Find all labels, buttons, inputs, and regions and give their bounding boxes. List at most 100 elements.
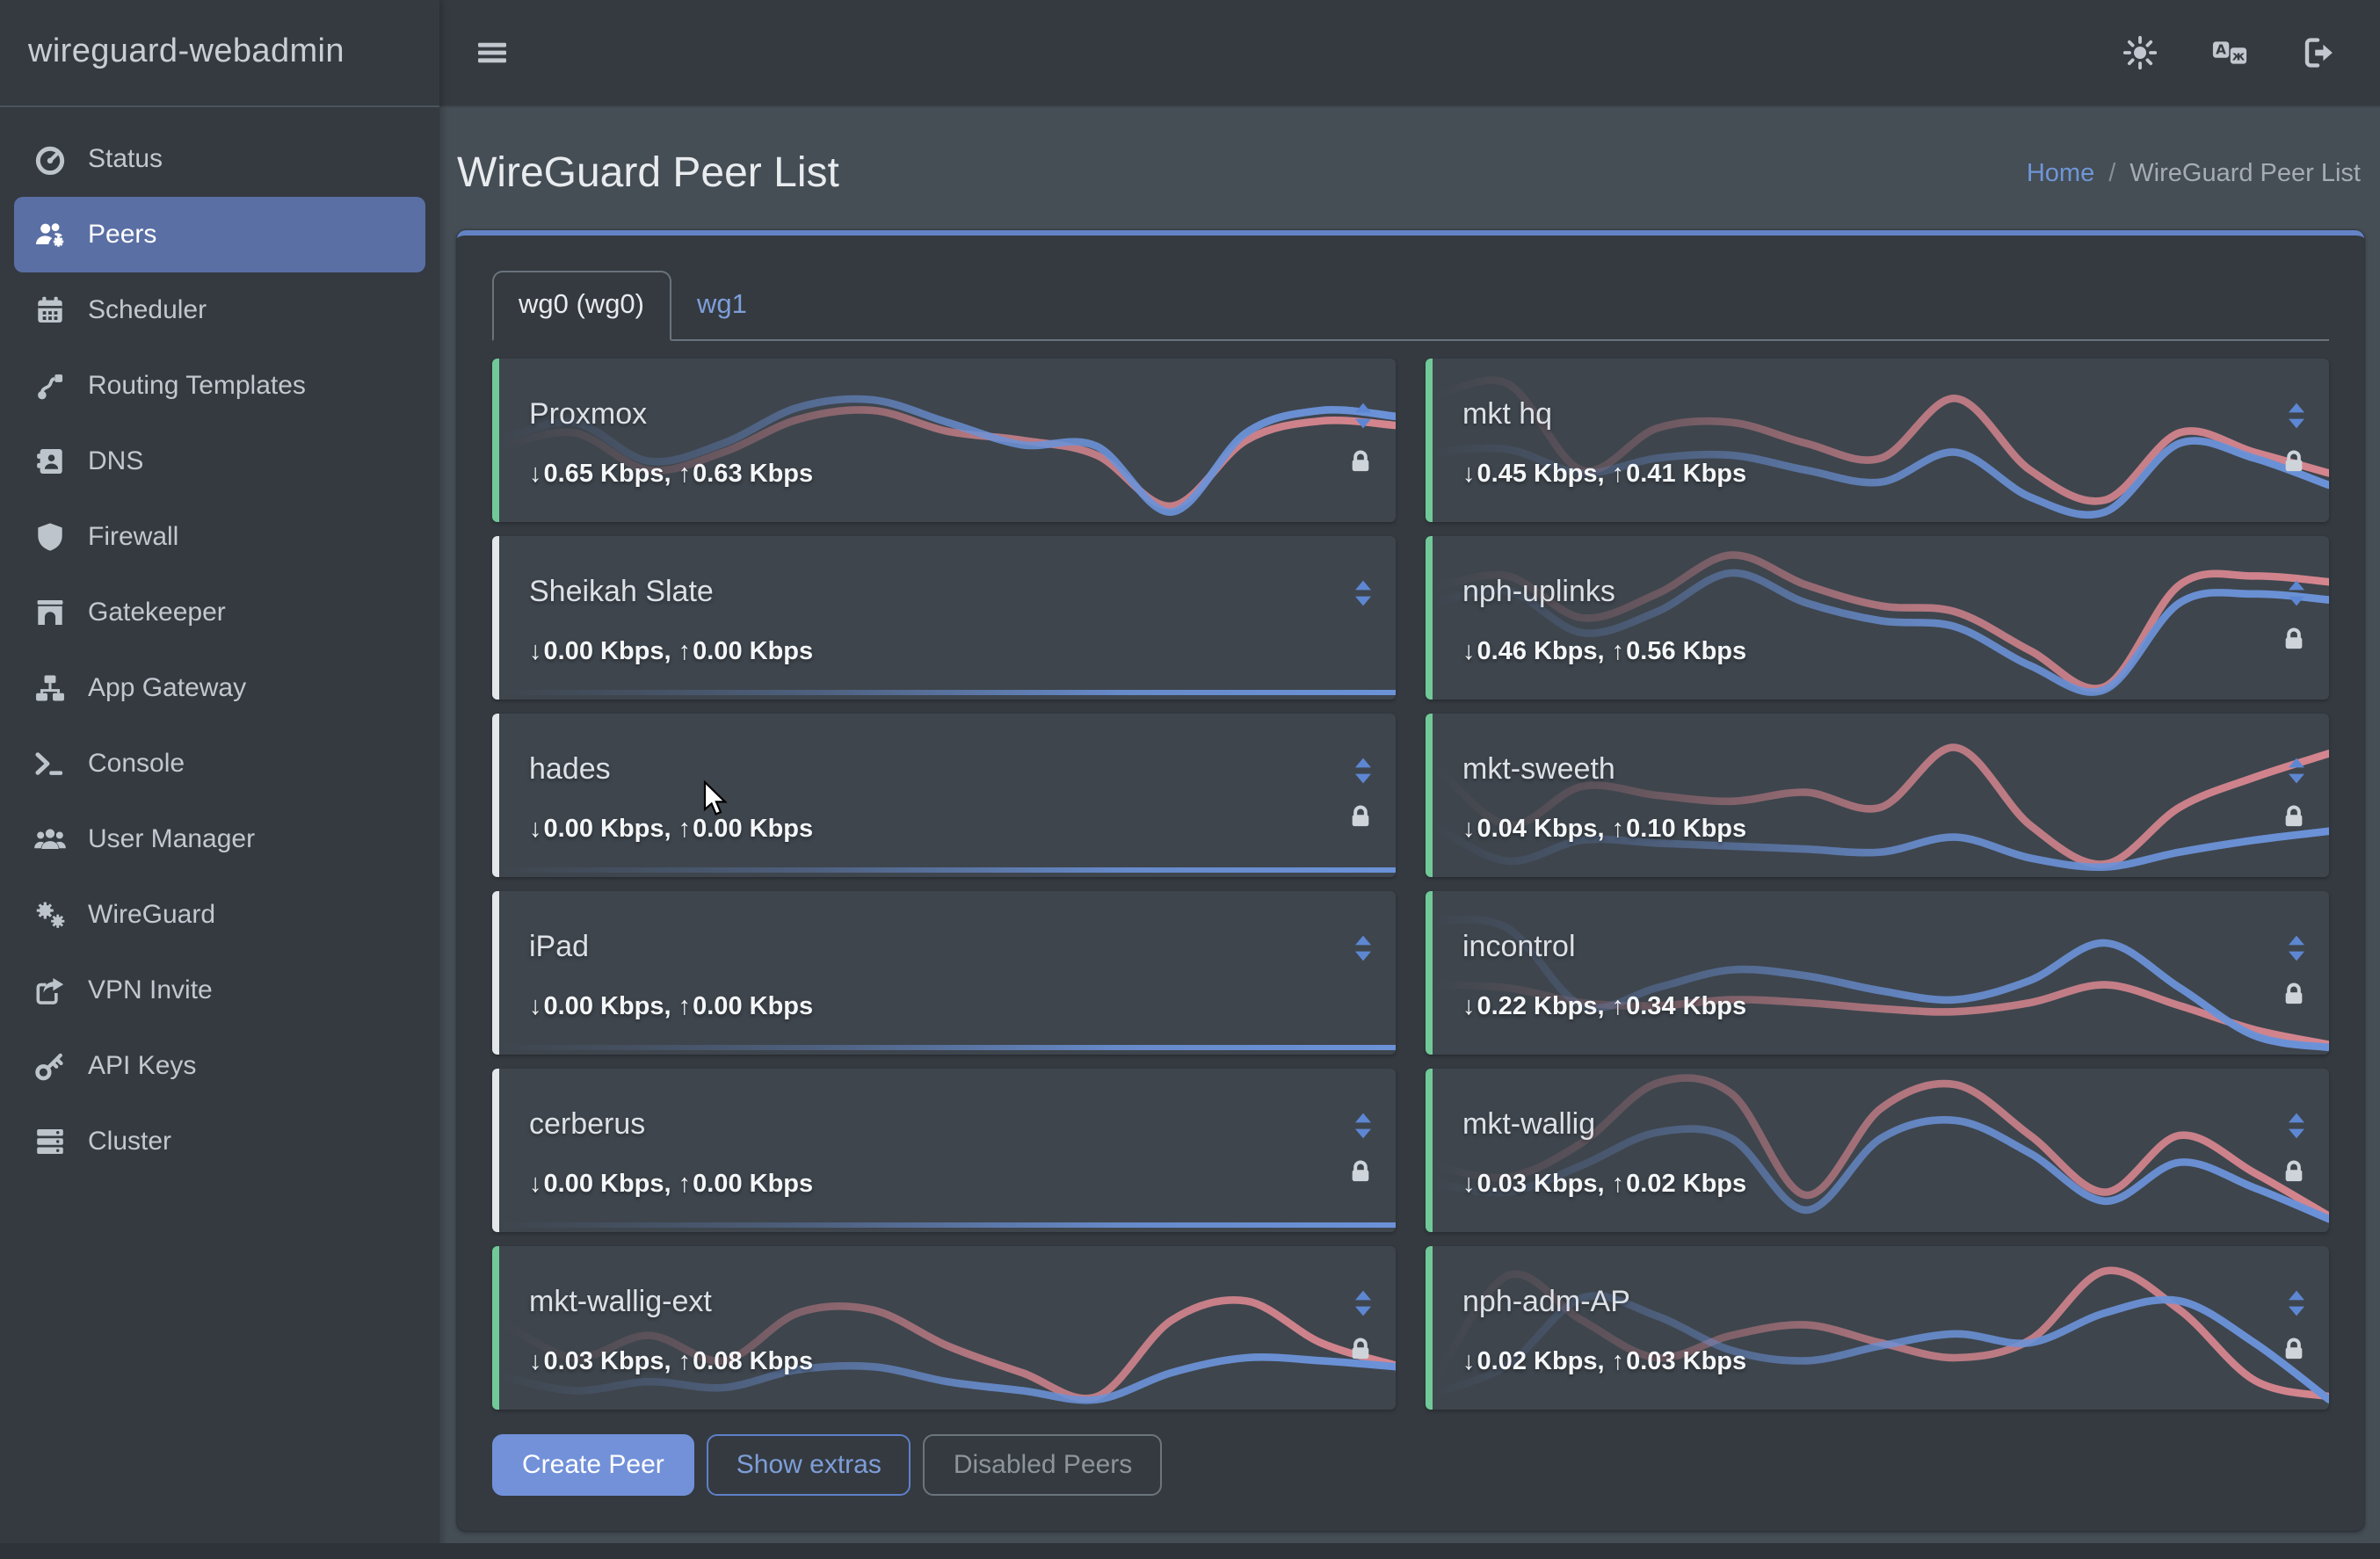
traffic-sparkline bbox=[1433, 743, 2329, 872]
traffic-sparkline bbox=[1433, 1074, 2329, 1223]
sidebar-item-scheduler[interactable]: Scheduler bbox=[14, 272, 425, 348]
peer-card[interactable]: nph-adm-AP ↓ 0.02 Kbps, ↑ 0.03 Kbps bbox=[1426, 1246, 2329, 1410]
peer-card[interactable]: nph-uplinks ↓ 0.46 Kbps, ↑ 0.56 Kbps bbox=[1426, 536, 2329, 700]
sidebar-item-label: User Manager bbox=[88, 824, 256, 854]
download-rate: 0.02 Kbps bbox=[1477, 1348, 1598, 1376]
route-icon bbox=[28, 368, 70, 403]
peer-name: Sheikah Slate bbox=[529, 575, 714, 608]
sort-handle-icon[interactable] bbox=[2289, 402, 2304, 429]
disabled-peers-button[interactable]: Disabled Peers bbox=[923, 1434, 1163, 1496]
peer-actions: Create Peer Show extras Disabled Peers bbox=[492, 1434, 2329, 1496]
sidebar-item-label: Console bbox=[88, 749, 185, 779]
peer-card[interactable]: mkt-wallig-ext ↓ 0.03 Kbps, ↑ 0.08 Kbps bbox=[492, 1246, 1396, 1410]
sidebar-item-label: Firewall bbox=[88, 522, 179, 552]
sidebar-item-dns[interactable]: DNS bbox=[14, 424, 425, 499]
peer-name: hades bbox=[529, 752, 611, 786]
sort-handle-icon[interactable] bbox=[1355, 580, 1371, 606]
sidebar-item-api-keys[interactable]: API Keys bbox=[14, 1028, 425, 1104]
peer-card[interactable]: Sheikah Slate ↓ 0.00 Kbps, ↑ 0.00 Kbps bbox=[492, 536, 1396, 700]
sort-handle-icon[interactable] bbox=[1355, 1290, 1371, 1316]
breadcrumb-current: WireGuard Peer List bbox=[2130, 159, 2361, 187]
upload-arrow-icon: ↑ bbox=[678, 638, 692, 666]
download-rate: 0.03 Kbps bbox=[543, 1348, 664, 1376]
sidebar-item-console[interactable]: Console bbox=[14, 726, 425, 801]
sidebar-item-user-manager[interactable]: User Manager bbox=[14, 801, 425, 877]
breadcrumb: Home / WireGuard Peer List bbox=[2027, 159, 2361, 187]
brand-title[interactable]: wireguard-webadmin bbox=[0, 0, 439, 107]
page-title: WireGuard Peer List bbox=[457, 149, 839, 196]
lock-icon bbox=[2285, 805, 2303, 827]
peer-card[interactable]: incontrol ↓ 0.22 Kbps, ↑ 0.34 Kbps bbox=[1426, 891, 2329, 1055]
download-rate: 0.00 Kbps bbox=[543, 816, 664, 844]
sidebar-item-label: WireGuard bbox=[88, 900, 216, 930]
sidebar-item-gatekeeper[interactable]: Gatekeeper bbox=[14, 575, 425, 650]
peer-card[interactable]: mkt hq ↓ 0.45 Kbps, ↑ 0.41 Kbps bbox=[1426, 359, 2329, 522]
peer-card[interactable]: mkt-wallig ↓ 0.03 Kbps, ↑ 0.02 Kbps bbox=[1426, 1069, 2329, 1232]
peer-name: nph-uplinks bbox=[1462, 575, 1615, 608]
sidebar-item-firewall[interactable]: Firewall bbox=[14, 499, 425, 575]
sort-handle-icon[interactable] bbox=[2289, 1113, 2304, 1139]
traffic-sparkline bbox=[499, 1296, 1396, 1404]
peer-name: incontrol bbox=[1462, 930, 1576, 963]
terminal-icon bbox=[28, 746, 70, 781]
archway-icon bbox=[28, 595, 70, 630]
sidebar-item-vpn-invite[interactable]: VPN Invite bbox=[14, 953, 425, 1028]
interface-tabs: wg0 (wg0) wg1 bbox=[492, 271, 2329, 341]
sidebar-item-label: Status bbox=[88, 144, 163, 174]
lock-icon bbox=[1352, 805, 1369, 827]
sidebar-item-status[interactable]: Status bbox=[14, 121, 425, 197]
logout-icon[interactable] bbox=[2301, 35, 2338, 70]
lock-icon bbox=[2285, 1338, 2303, 1360]
sort-handle-icon[interactable] bbox=[2289, 580, 2304, 606]
download-arrow-icon: ↓ bbox=[1462, 993, 1476, 1021]
address-book-icon bbox=[28, 444, 70, 479]
download-arrow-icon: ↓ bbox=[529, 638, 542, 666]
peer-name: Proxmox bbox=[529, 397, 648, 431]
sort-handle-icon[interactable] bbox=[2289, 935, 2304, 961]
sort-handle-icon[interactable] bbox=[1355, 758, 1371, 784]
peer-card[interactable]: iPad ↓ 0.00 Kbps, ↑ 0.00 Kbps bbox=[492, 891, 1396, 1055]
tab-wg0[interactable]: wg0 (wg0) bbox=[492, 271, 671, 341]
sidebar-item-routing-templates[interactable]: Routing Templates bbox=[14, 348, 425, 424]
peer-card[interactable]: mkt-sweeth ↓ 0.04 Kbps, ↑ 0.10 Kbps bbox=[1426, 714, 2329, 877]
gears-icon bbox=[28, 897, 70, 932]
peer-card[interactable]: Proxmox ↓ 0.65 Kbps, ↑ 0.63 Kbps bbox=[492, 359, 1396, 522]
traffic-sparkline bbox=[1433, 915, 2329, 1052]
upload-rate: 0.03 Kbps bbox=[1626, 1348, 1747, 1376]
sort-handle-icon[interactable] bbox=[1355, 935, 1371, 961]
show-extras-button[interactable]: Show extras bbox=[706, 1434, 911, 1496]
lock-icon bbox=[2285, 627, 2303, 649]
sidebar-item-peers[interactable]: Peers bbox=[14, 197, 425, 272]
traffic-sparkline bbox=[499, 1222, 1396, 1228]
tab-wg1[interactable]: wg1 bbox=[697, 290, 747, 320]
sidebar-item-wireguard[interactable]: WireGuard bbox=[14, 877, 425, 953]
create-peer-button[interactable]: Create Peer bbox=[492, 1434, 694, 1496]
sort-handle-icon[interactable] bbox=[2289, 758, 2304, 784]
peer-stats: ↓ 0.00 Kbps, ↑ 0.00 Kbps bbox=[529, 993, 814, 1021]
peer-card[interactable]: cerberus ↓ 0.00 Kbps, ↑ 0.00 Kbps bbox=[492, 1069, 1396, 1232]
theme-sun-icon[interactable] bbox=[2122, 35, 2159, 70]
traffic-sparkline bbox=[499, 867, 1396, 873]
upload-arrow-icon: ↑ bbox=[1611, 460, 1625, 489]
peer-name: iPad bbox=[529, 930, 590, 963]
upload-arrow-icon: ↑ bbox=[1611, 638, 1625, 666]
peer-card[interactable]: hades ↓ 0.00 Kbps, ↑ 0.00 Kbps bbox=[492, 714, 1396, 877]
peer-name: cerberus bbox=[529, 1107, 646, 1141]
download-arrow-icon: ↓ bbox=[529, 1348, 542, 1376]
peer-stats: ↓ 0.45 Kbps, ↑ 0.41 Kbps bbox=[1462, 460, 1747, 489]
sort-handle-icon[interactable] bbox=[2289, 1290, 2304, 1316]
sidebar-toggle-icon[interactable] bbox=[475, 35, 510, 70]
breadcrumb-home-link[interactable]: Home bbox=[2026, 159, 2095, 187]
upload-rate: 0.08 Kbps bbox=[693, 1348, 814, 1376]
download-rate: 0.46 Kbps bbox=[1477, 638, 1598, 666]
sort-handle-icon[interactable] bbox=[1355, 402, 1371, 429]
sidebar-item-cluster[interactable]: Cluster bbox=[14, 1104, 425, 1179]
share-icon bbox=[28, 973, 70, 1008]
peer-stats: ↓ 0.03 Kbps, ↑ 0.02 Kbps bbox=[1462, 1171, 1747, 1199]
sort-handle-icon[interactable] bbox=[1355, 1113, 1371, 1139]
peer-name: mkt-wallig bbox=[1462, 1107, 1596, 1141]
sidebar-item-app-gateway[interactable]: App Gateway bbox=[14, 650, 425, 726]
